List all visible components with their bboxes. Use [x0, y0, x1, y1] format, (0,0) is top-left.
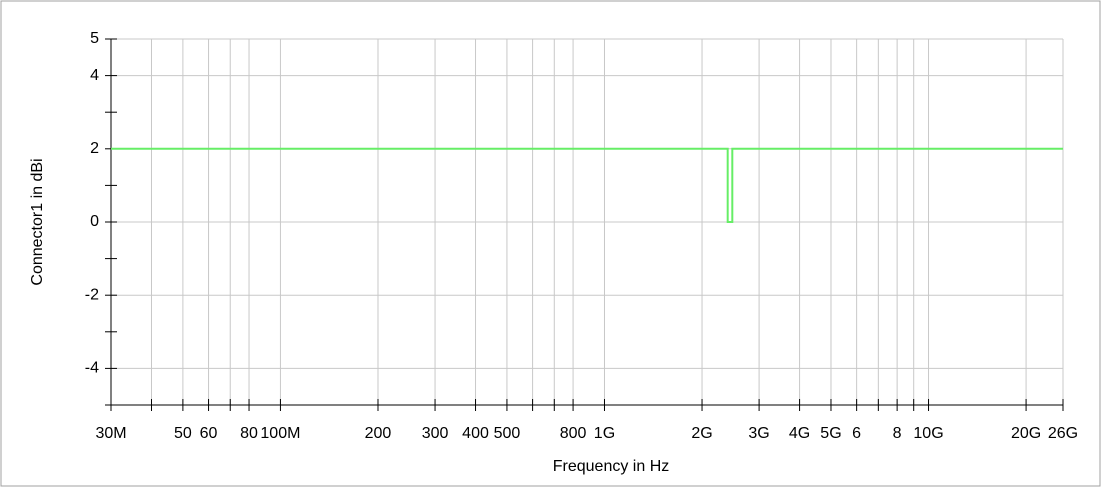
y-tick-label: 5: [90, 30, 99, 47]
x-tick-label: 1G: [594, 425, 615, 442]
x-tick-label: 100M: [260, 425, 300, 442]
y-tick-label: 0: [90, 213, 99, 230]
y-tick-label: -4: [85, 360, 99, 377]
x-tick-label: 10G: [913, 425, 943, 442]
x-tick-label: 500: [494, 425, 521, 442]
y-tick-label: 4: [90, 67, 99, 84]
x-tick-label: 2G: [691, 425, 712, 442]
x-tick-label: 4G: [789, 425, 810, 442]
x-tick-label: 5G: [820, 425, 841, 442]
x-tick-label: 50: [174, 425, 192, 442]
x-tick-label: 26G: [1048, 425, 1078, 442]
x-tick-label: 300: [422, 425, 449, 442]
x-tick-label: 800: [560, 425, 587, 442]
x-tick-label: 30M: [95, 425, 126, 442]
y-tick-label: 2: [90, 140, 99, 157]
x-axis-label: Frequency in Hz: [553, 458, 670, 475]
x-tick-label: 6: [852, 425, 861, 442]
x-tick-label: 8: [893, 425, 902, 442]
x-tick-label: 60: [200, 425, 218, 442]
y-tick-label: -2: [85, 286, 99, 303]
y-axis-label: Connector1 in dBi: [29, 158, 46, 285]
x-tick-label: 200: [365, 425, 392, 442]
x-tick-label: 20G: [1011, 425, 1041, 442]
x-tick-label: 3G: [748, 425, 769, 442]
x-tick-label: 400: [462, 425, 489, 442]
x-tick-label: 80: [240, 425, 258, 442]
data-line: [111, 147, 1063, 223]
